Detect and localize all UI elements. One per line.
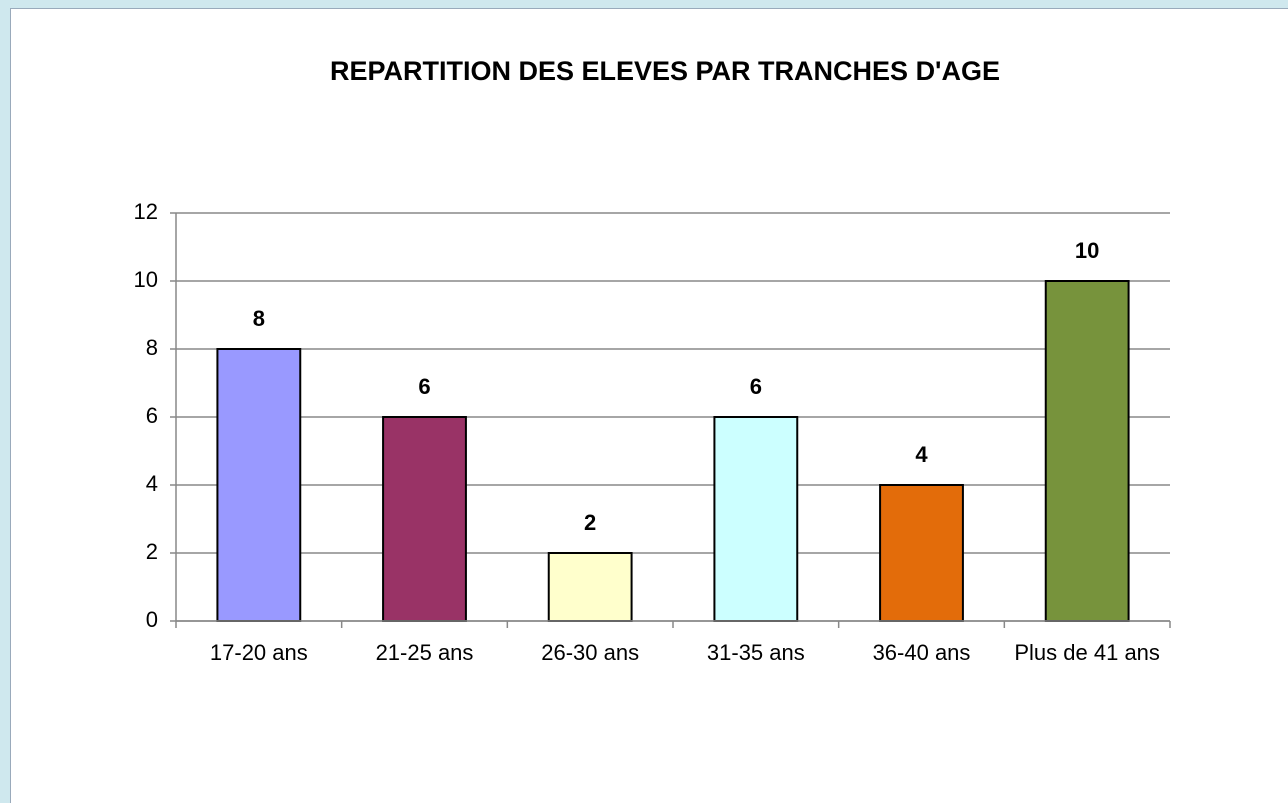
- bar: [879, 484, 964, 622]
- y-tick-label: 12: [134, 199, 158, 224]
- data-label: 6: [750, 374, 762, 399]
- data-label: 8: [253, 306, 265, 331]
- bar: [1044, 280, 1130, 622]
- x-tick-label: Plus de 41 ans: [1014, 640, 1160, 665]
- x-tick-label: 17-20 ans: [209, 640, 308, 665]
- bar: [382, 416, 467, 622]
- bar: [216, 348, 302, 622]
- data-label: 10: [1075, 238, 1099, 263]
- chart-title: REPARTITION DES ELEVES PAR TRANCHES D'AG…: [330, 56, 1000, 86]
- y-tick-label: 2: [146, 539, 158, 564]
- bar: [713, 416, 799, 622]
- x-tick-label: 26-30 ans: [541, 640, 640, 665]
- x-tick-label: 21-25 ans: [375, 640, 474, 665]
- bar: [547, 552, 633, 622]
- y-tick-label: 10: [134, 267, 158, 292]
- data-label: 2: [584, 510, 596, 535]
- x-tick-label: 36-40 ans: [872, 640, 971, 665]
- y-tick-label: 0: [146, 607, 158, 632]
- data-label: 4: [915, 442, 928, 467]
- data-label: 6: [418, 374, 430, 399]
- x-tick-label: 31-35 ans: [706, 640, 805, 665]
- y-tick-label: 8: [146, 335, 158, 360]
- y-tick-label: 4: [146, 471, 158, 496]
- y-tick-label: 6: [146, 403, 158, 428]
